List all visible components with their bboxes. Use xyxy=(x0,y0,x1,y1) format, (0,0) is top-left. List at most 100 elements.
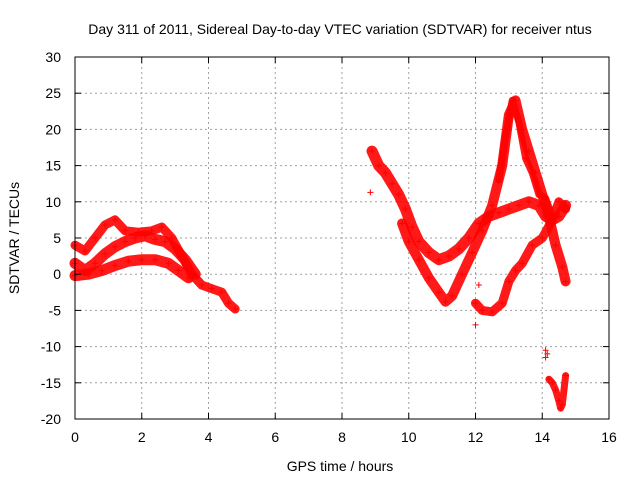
data-point xyxy=(519,260,526,267)
data-point xyxy=(208,285,215,292)
y-tick-label: 30 xyxy=(45,49,61,65)
series-isolated xyxy=(367,189,551,361)
tick-labels: 0 2 4 6 8 10 12 14 16 -20 -15 -10 -5 0 5 10 15 20 25 30 xyxy=(41,49,617,445)
data-point xyxy=(375,162,382,169)
data-point xyxy=(125,258,132,265)
data-point xyxy=(192,271,199,278)
data-point xyxy=(409,224,416,231)
data-point xyxy=(102,250,109,257)
data-point xyxy=(445,253,452,260)
x-tick-label: 8 xyxy=(338,429,346,445)
data-point xyxy=(367,189,374,196)
series-arc-g xyxy=(495,96,556,220)
data-point xyxy=(415,256,422,263)
data-point xyxy=(449,292,456,299)
data-point xyxy=(442,298,449,305)
data-point xyxy=(85,271,92,278)
data-point xyxy=(555,198,562,205)
data-point xyxy=(425,249,432,256)
x-tick-label: 16 xyxy=(601,429,617,445)
data-point xyxy=(112,216,119,223)
data-point xyxy=(369,148,376,155)
series-band xyxy=(545,372,570,412)
y-tick-label: 0 xyxy=(53,266,61,282)
y-tick-label: 20 xyxy=(45,121,61,137)
x-tick-label: 0 xyxy=(71,429,79,445)
data-point xyxy=(562,372,569,379)
data-point xyxy=(559,401,566,408)
data-point xyxy=(549,213,556,220)
data-point xyxy=(495,209,502,216)
data-point xyxy=(122,238,129,245)
data-point xyxy=(172,245,179,252)
data-point xyxy=(475,282,482,289)
y-axis-title: SDTVAR / TECUs xyxy=(6,182,22,294)
data-point xyxy=(549,379,556,386)
data-point xyxy=(479,227,486,234)
data-point xyxy=(415,238,422,245)
y-tick-label: 5 xyxy=(53,230,61,246)
data-point xyxy=(515,202,522,209)
y-tick-label: -15 xyxy=(41,375,61,391)
data-point xyxy=(455,245,462,252)
x-tick-label: 12 xyxy=(468,429,484,445)
data-point xyxy=(472,321,479,328)
data-point xyxy=(92,260,99,267)
data-point xyxy=(102,221,109,228)
data-point xyxy=(165,260,172,267)
data-point xyxy=(122,227,129,234)
data-point xyxy=(552,387,559,394)
data-point xyxy=(562,278,569,285)
x-tick-label: 10 xyxy=(401,429,417,445)
data-point xyxy=(198,282,205,289)
data-point xyxy=(542,195,549,202)
data-point xyxy=(495,177,502,184)
data-point xyxy=(559,263,566,270)
x-tick-label: 6 xyxy=(271,429,279,445)
data-point xyxy=(489,202,496,209)
data-point xyxy=(389,180,396,187)
data-point xyxy=(435,256,442,263)
x-tick-label: 2 xyxy=(138,429,146,445)
data-point xyxy=(512,267,519,274)
data-point xyxy=(545,376,552,383)
y-tick-label: 15 xyxy=(45,158,61,174)
data-point xyxy=(557,405,564,412)
data-point xyxy=(132,235,139,241)
series-arc-c xyxy=(69,254,194,284)
data-point xyxy=(395,191,402,198)
series-band xyxy=(397,95,571,307)
data-point xyxy=(542,354,549,361)
data-point xyxy=(158,224,165,231)
data-point xyxy=(182,256,189,263)
y-tick-label: -5 xyxy=(49,302,62,318)
data-point xyxy=(112,262,119,269)
data-point xyxy=(552,242,559,249)
data-point xyxy=(405,238,412,245)
data-point xyxy=(539,235,546,241)
data-point xyxy=(175,267,182,274)
data-point xyxy=(505,206,512,213)
x-tick-label: 4 xyxy=(205,429,213,445)
data-point xyxy=(225,300,232,307)
data-point xyxy=(544,350,551,357)
data-point xyxy=(382,169,389,176)
x-tick-label: 14 xyxy=(534,429,550,445)
data-point xyxy=(479,307,486,314)
y-tick-label: 10 xyxy=(45,194,61,210)
data-point xyxy=(185,274,192,281)
data-point xyxy=(529,169,536,176)
data-point xyxy=(399,220,406,227)
data-point xyxy=(465,235,472,241)
data-point xyxy=(98,267,105,274)
data-point xyxy=(499,300,506,307)
data-point xyxy=(515,119,522,126)
data-point xyxy=(435,289,442,296)
data-point xyxy=(152,256,159,263)
data-point xyxy=(505,278,512,285)
data-point xyxy=(535,191,542,198)
data-point xyxy=(555,397,562,404)
series-arc-h xyxy=(545,372,570,412)
data-point xyxy=(162,238,169,245)
